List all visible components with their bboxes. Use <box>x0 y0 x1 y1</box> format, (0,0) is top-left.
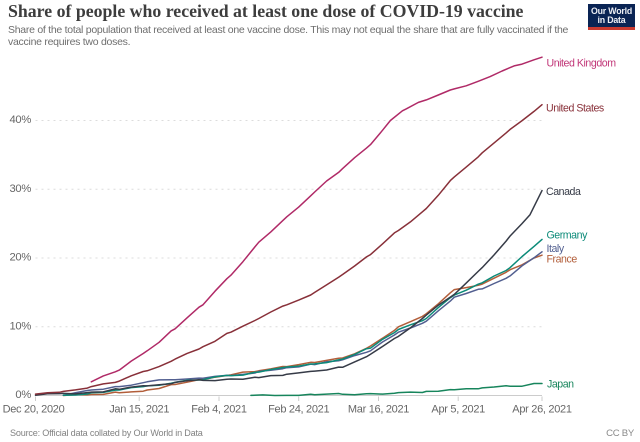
svg-text:Jan 15, 2021: Jan 15, 2021 <box>109 403 169 415</box>
svg-text:United States: United States <box>546 102 604 114</box>
svg-text:0%: 0% <box>15 389 31 401</box>
svg-text:Dec 20, 2020: Dec 20, 2020 <box>3 403 65 415</box>
svg-text:France: France <box>547 253 578 265</box>
svg-text:Apr 26, 2021: Apr 26, 2021 <box>512 403 572 415</box>
svg-text:Germany: Germany <box>547 229 589 241</box>
svg-text:Apr 5, 2021: Apr 5, 2021 <box>431 403 485 415</box>
svg-text:Japan: Japan <box>547 378 574 390</box>
svg-text:10%: 10% <box>10 320 32 332</box>
svg-text:United Kingdom: United Kingdom <box>547 57 617 69</box>
svg-text:Mar 16, 2021: Mar 16, 2021 <box>348 403 409 415</box>
svg-text:40%: 40% <box>10 114 32 126</box>
svg-text:Feb 4, 2021: Feb 4, 2021 <box>191 403 247 415</box>
svg-text:Feb 24, 2021: Feb 24, 2021 <box>268 403 329 415</box>
svg-text:30%: 30% <box>10 183 32 195</box>
svg-text:20%: 20% <box>10 252 32 264</box>
svg-text:Italy: Italy <box>547 243 565 255</box>
svg-text:Canada: Canada <box>546 186 581 198</box>
